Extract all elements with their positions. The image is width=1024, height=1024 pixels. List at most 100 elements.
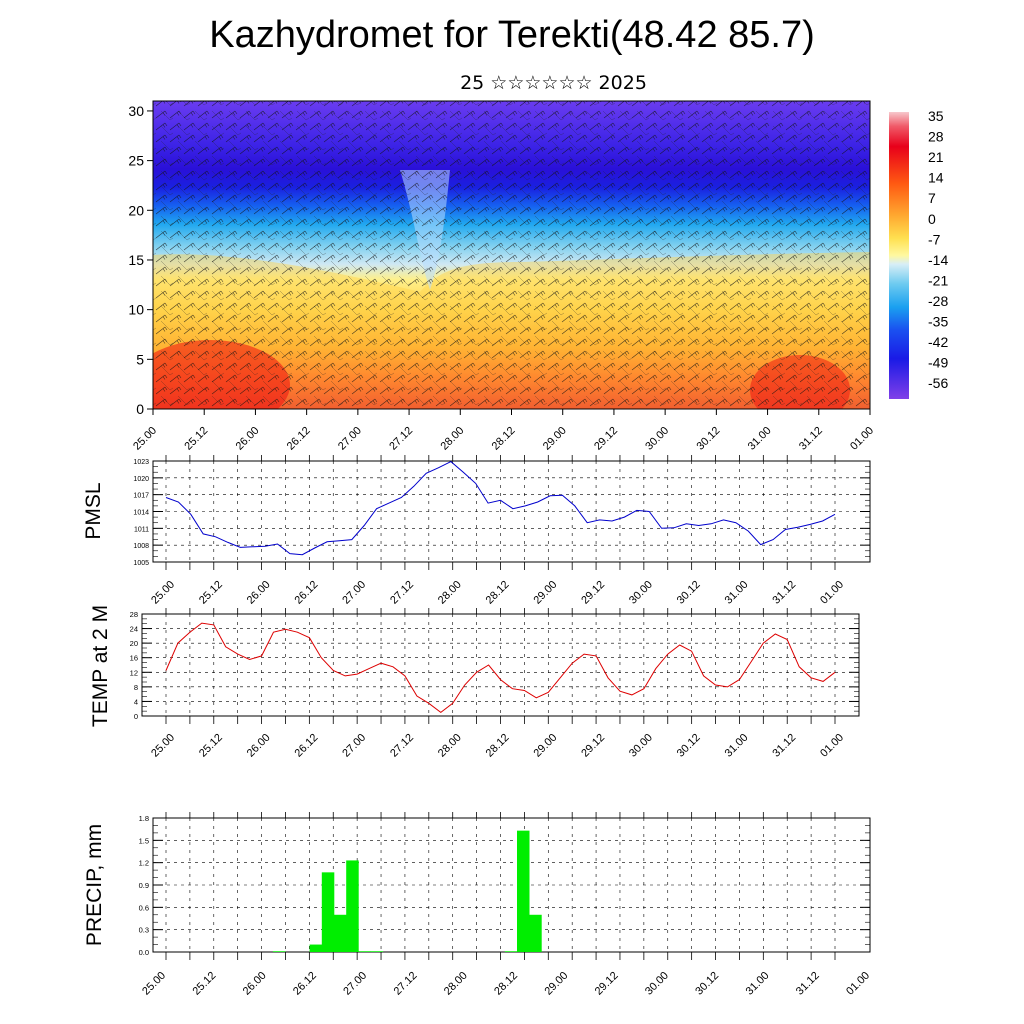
x-tick-label: 27.00 (340, 732, 368, 760)
precip-bar (504, 951, 518, 952)
x-tick-label: 27.12 (388, 732, 416, 760)
cs-x-tick-label: 29.00 (541, 425, 569, 453)
cs-x-tick-label: 29.12 (592, 425, 620, 453)
precip-bars (273, 830, 542, 952)
precip-grid (153, 818, 870, 952)
colorbar-gradient (889, 112, 909, 399)
x-tick-label: 29.00 (531, 732, 559, 760)
cs-x-tick-label: 26.00 (234, 425, 262, 453)
y-tick-label: 28 (130, 610, 138, 619)
cs-y-tick-label: 30 (128, 103, 144, 119)
y-tick-label: 1005 (133, 560, 149, 567)
x-tick-label: 27.12 (392, 970, 420, 998)
cs-x-tick-label: 25.00 (131, 425, 159, 453)
x-tick-label: 29.12 (579, 579, 607, 607)
x-tick-label: 01.00 (844, 970, 872, 998)
x-tick-label: 27.00 (341, 970, 369, 998)
temp-y-label: TEMP at 2 M (89, 605, 112, 727)
cross-section-chart (153, 101, 870, 409)
precip-bar (370, 951, 384, 952)
y-tick-label: 8 (134, 683, 138, 692)
precip-bar (346, 860, 359, 952)
x-tick-label: 29.00 (542, 970, 570, 998)
cs-y-tick-label: 15 (128, 252, 144, 268)
x-tick-label: 26.12 (293, 732, 321, 760)
precip-bar (273, 951, 286, 952)
temp-y-axis: 0 4 8 12 16 20 24 28 (130, 610, 859, 721)
x-tick-label: 28.12 (484, 732, 512, 760)
x-tick-label: 30.12 (675, 579, 703, 607)
cs-y-tick-label: 5 (136, 351, 144, 367)
y-tick-label: 0.0 (139, 948, 149, 957)
colorbar-label: 0 (928, 211, 936, 227)
x-tick-label: 31.00 (723, 732, 751, 760)
x-tick-label: 31.12 (794, 970, 822, 998)
pmsl-y-label: PMSL (82, 482, 105, 539)
x-tick-label: 29.12 (579, 732, 607, 760)
x-tick-label: 25.12 (197, 732, 225, 760)
y-tick-label: 12 (130, 668, 138, 677)
x-tick-label: 25.12 (190, 970, 218, 998)
x-tick-label: 28.12 (492, 970, 520, 998)
y-tick-label: 1011 (134, 526, 149, 533)
x-tick-label: 01.00 (818, 732, 846, 760)
y-tick-label: 1020 (133, 476, 149, 483)
y-tick-label: 0.9 (139, 881, 149, 890)
x-tick-label: 29.00 (531, 579, 559, 607)
cs-x-tick-label: 25.12 (182, 425, 210, 453)
cross-section-y-axis: 0 5 10 15 20 25 30 (128, 103, 153, 417)
x-tick-label: 28.00 (442, 970, 470, 998)
temp-x-axis: 25.00 25.12 26.00 26.12 27.00 27.12 28.00 28.12… (149, 608, 846, 760)
cs-x-tick-label: 28.00 (438, 425, 466, 453)
y-tick-label: 1008 (133, 543, 149, 550)
colorbar-label: -35 (928, 314, 948, 330)
x-tick-label: 28.12 (484, 579, 512, 607)
x-tick-label: 26.00 (241, 970, 269, 998)
precip-bar (309, 944, 323, 952)
precip-y-label: PRECIP, mm (83, 824, 106, 946)
y-tick-label: 1023 (133, 459, 149, 466)
pmsl-chart: 1005 1008 1011 1014 1017 1020 1023 25.00 25.12 2… (82, 455, 871, 607)
precip-x-axis: 25.00 25.12 26.00 26.12 27.00 27.12 28.00 28.12… (140, 812, 872, 998)
colorbar: 35 28 21 14 7 0 -7 -14 -21 -28 -35 -42 -49 -56 (889, 108, 948, 399)
precip-bar (529, 914, 542, 952)
page-title: Kazhydromet for Terekti(48.42 85.7) (209, 14, 815, 56)
cs-y-tick-label: 0 (136, 401, 144, 417)
colorbar-label: -56 (928, 375, 948, 391)
cs-y-tick-label: 25 (128, 153, 144, 169)
colorbar-label: -14 (928, 252, 948, 268)
colorbar-label: -49 (928, 355, 948, 371)
colorbar-label: 35 (928, 108, 944, 124)
y-tick-label: 20 (130, 639, 138, 648)
x-tick-label: 01.00 (818, 579, 846, 607)
precip-bar (517, 830, 530, 952)
x-tick-label: 28.00 (436, 732, 464, 760)
pmsl-grid (153, 461, 870, 562)
pmsl-series-line (165, 461, 836, 556)
x-tick-label: 29.12 (593, 970, 621, 998)
x-tick-label: 25.00 (140, 970, 168, 998)
x-tick-label: 30.00 (643, 970, 671, 998)
colorbar-label: 7 (928, 190, 936, 206)
y-tick-label: 1014 (133, 510, 149, 517)
x-tick-label: 28.00 (436, 579, 464, 607)
cs-x-tick-label: 31.00 (746, 425, 774, 453)
x-tick-label: 26.00 (245, 579, 273, 607)
x-tick-label: 31.12 (770, 579, 798, 607)
y-tick-label: 0.6 (139, 903, 149, 912)
precip-y-axis: 0.0 0.3 0.6 0.9 1.2 1.5 1.8 (139, 814, 870, 957)
y-tick-label: 0 (134, 712, 138, 721)
cs-x-tick-label: 27.12 (387, 425, 415, 453)
pmsl-y-axis: 1005 1008 1011 1014 1017 1020 1023 (133, 459, 870, 567)
cs-x-tick-label: 30.12 (695, 425, 723, 453)
cs-x-tick-label: 27.00 (336, 425, 364, 453)
cs-x-tick-label: 30.00 (643, 425, 671, 453)
colorbar-label: -7 (928, 231, 941, 247)
y-tick-label: 24 (130, 625, 138, 634)
page-subtitle: 25 ☆☆☆☆☆☆ 2025 (460, 72, 647, 94)
x-tick-label: 27.12 (388, 579, 416, 607)
colorbar-label: -42 (928, 334, 948, 350)
x-tick-label: 26.12 (293, 579, 321, 607)
